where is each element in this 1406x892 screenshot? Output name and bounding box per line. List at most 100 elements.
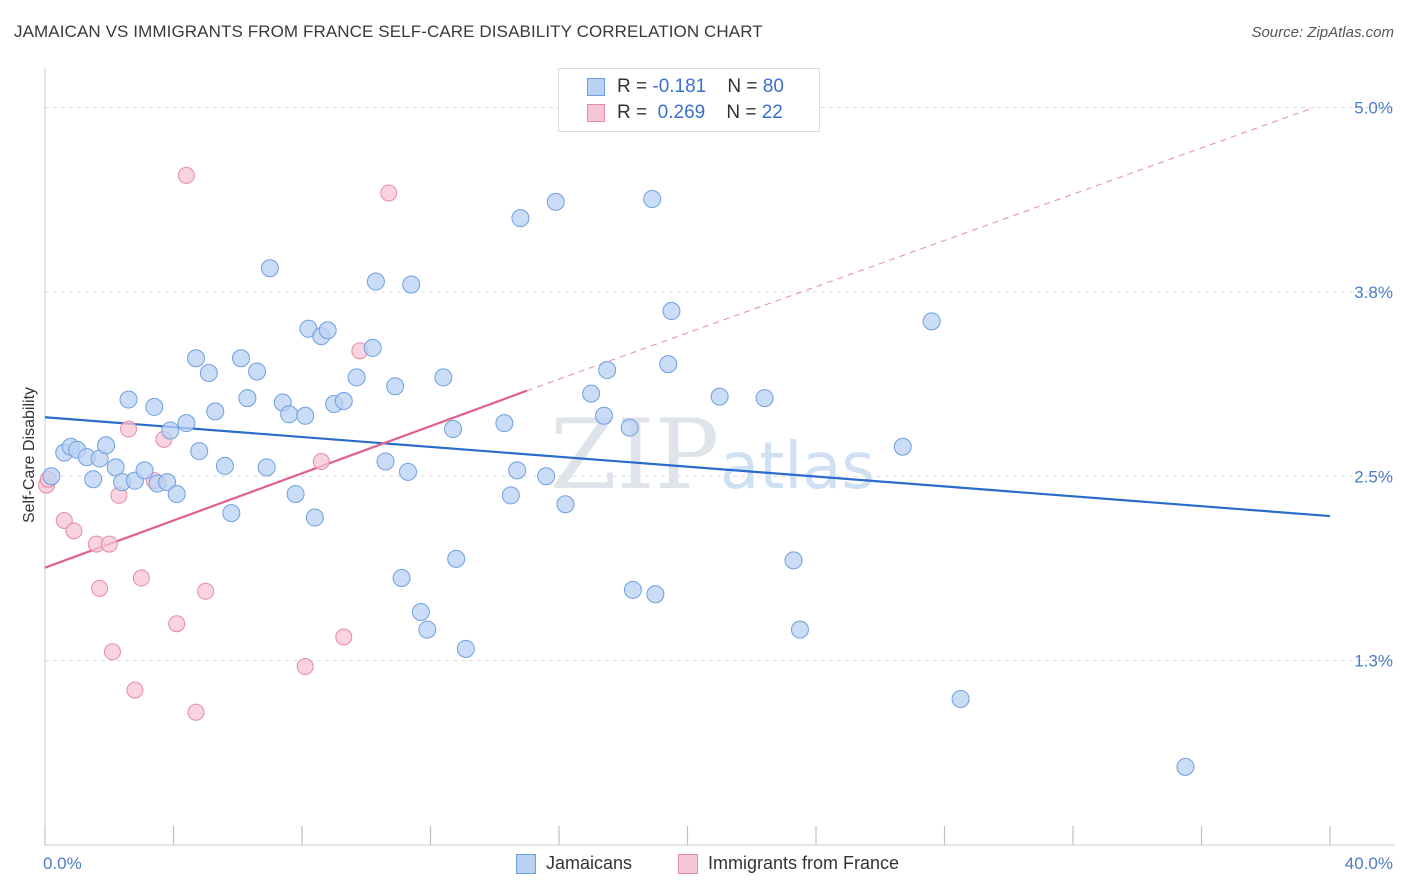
point-jamaicans (145, 397, 164, 416)
point-jamaicans (42, 467, 61, 486)
point-jamaicans (922, 312, 941, 331)
point-jamaicans (238, 389, 257, 408)
series-label-france: Immigrants from France (708, 853, 900, 873)
point-jamaicans (190, 442, 209, 461)
point-jamaicans (257, 458, 276, 477)
point-jamaicans (158, 473, 177, 492)
point-france (126, 681, 144, 699)
series-swatch-jamaicans (516, 854, 536, 874)
point-jamaicans (951, 689, 970, 708)
point-jamaicans (662, 302, 681, 321)
legend-swatch-jamaicans (587, 78, 605, 96)
point-jamaicans (495, 414, 514, 433)
data-points (38, 166, 1195, 776)
legend-r-value: -0.181 (652, 76, 707, 97)
legend-r-label: R = (617, 76, 653, 97)
point-france (65, 522, 83, 540)
point-jamaicans (231, 349, 250, 368)
point-jamaicans (582, 384, 601, 403)
legend-r-label: R = (617, 102, 653, 123)
point-jamaicans (784, 551, 803, 570)
point-jamaicans (177, 414, 196, 433)
point-jamaicans (119, 390, 138, 409)
y-tick-label: 1.3% (1354, 652, 1393, 671)
y-tick-labels: 1.3% 2.5% 3.8% 5.0% (1354, 99, 1393, 671)
point-jamaicans (710, 387, 729, 406)
point-jamaicans (318, 321, 337, 340)
point-jamaicans (363, 338, 382, 357)
point-jamaicans (334, 392, 353, 411)
point-jamaicans (556, 495, 575, 514)
point-jamaicans (206, 402, 225, 421)
y-tick-label: 3.8% (1354, 283, 1393, 302)
point-france (380, 184, 398, 202)
watermark-zip: ZIP (550, 399, 719, 511)
point-jamaicans (598, 361, 617, 380)
grid-lines (45, 107, 1395, 662)
point-jamaicans (501, 486, 520, 505)
y-axis-label: Self-Care Disability (21, 387, 38, 523)
point-france (296, 658, 314, 676)
trend-lines (44, 107, 1331, 569)
y-tick-label: 2.5% (1354, 467, 1393, 486)
point-france (120, 420, 138, 438)
point-jamaicans (447, 549, 466, 568)
axes (44, 68, 1395, 846)
point-jamaicans (386, 377, 405, 396)
point-jamaicans (646, 585, 665, 604)
trend-line-jamaicans (44, 416, 1331, 518)
point-france (312, 453, 330, 470)
point-jamaicans (260, 259, 279, 278)
trend-line-france (44, 389, 528, 569)
point-jamaicans (1176, 757, 1195, 776)
point-jamaicans (97, 436, 116, 455)
series-swatch-france (678, 854, 698, 874)
point-jamaicans (366, 272, 385, 291)
legend-swatch-france (587, 104, 605, 122)
point-jamaicans (296, 406, 315, 425)
point-jamaicans (222, 504, 241, 523)
point-jamaicans (248, 362, 267, 381)
point-jamaicans (135, 461, 154, 480)
point-jamaicans (215, 456, 234, 475)
point-france (187, 703, 205, 721)
point-jamaicans (620, 418, 639, 437)
legend-n-value: 22 (761, 102, 783, 123)
legend-n-label: N = (727, 76, 763, 97)
point-france (132, 569, 150, 587)
point-jamaicans (434, 368, 453, 387)
point-jamaicans (755, 389, 774, 408)
point-jamaicans (399, 462, 418, 481)
point-france (91, 579, 109, 597)
point-jamaicans (392, 569, 411, 588)
point-jamaicans (456, 639, 475, 658)
point-jamaicans (893, 437, 912, 456)
point-jamaicans (411, 602, 430, 621)
point-jamaicans (418, 620, 437, 639)
point-france (335, 628, 353, 646)
point-jamaicans (199, 364, 218, 382)
x-tick-min: 0.0% (43, 854, 82, 873)
point-jamaicans (286, 484, 305, 503)
point-jamaicans (508, 461, 527, 480)
source-credit: Source: ZipAtlas.com (1251, 24, 1394, 41)
point-france (103, 643, 121, 661)
point-france (197, 582, 215, 600)
watermark-atlas: atlas (720, 430, 875, 504)
point-jamaicans (594, 406, 613, 425)
point-jamaicans (546, 192, 565, 211)
point-jamaicans (643, 189, 662, 208)
legend-n-value: 80 (762, 76, 784, 97)
point-jamaicans (376, 452, 395, 471)
point-jamaicans (161, 421, 180, 440)
point-jamaicans (186, 349, 205, 368)
legend-n-label: N = (726, 102, 762, 123)
point-jamaicans (659, 355, 678, 374)
point-jamaicans (790, 620, 809, 639)
series-legend: Jamaicans Immigrants from France (0, 852, 1406, 878)
point-france (177, 166, 195, 184)
point-jamaicans (84, 470, 103, 489)
point-jamaicans (305, 508, 324, 527)
point-france (168, 615, 186, 633)
